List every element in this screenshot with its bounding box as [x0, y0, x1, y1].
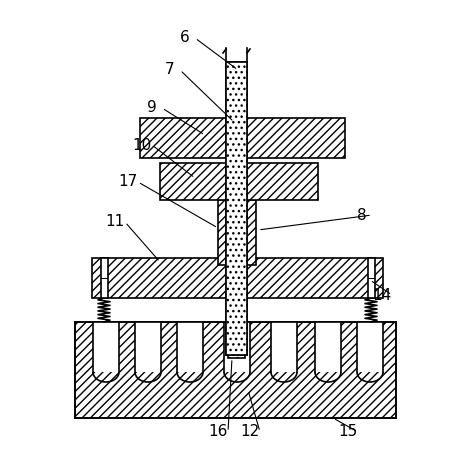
Bar [140, 118, 345, 158]
Bar [357, 322, 383, 372]
Bar [135, 322, 161, 372]
Text: 6: 6 [180, 31, 190, 46]
Text: 17: 17 [118, 174, 138, 189]
Bar [101, 258, 108, 298]
Bar [218, 200, 256, 265]
Text: 15: 15 [338, 424, 358, 439]
Text: 12: 12 [240, 424, 259, 439]
Bar [226, 62, 247, 355]
Text: 8: 8 [357, 208, 367, 222]
Bar [93, 322, 119, 372]
Bar [92, 258, 383, 298]
Text: 11: 11 [105, 214, 125, 229]
Text: 10: 10 [133, 138, 152, 153]
Bar [228, 295, 245, 358]
Bar [160, 163, 318, 200]
Bar [226, 62, 247, 355]
Text: 14: 14 [372, 287, 392, 302]
Bar [224, 322, 250, 372]
Bar [75, 322, 396, 418]
Bar [315, 322, 341, 372]
Text: 9: 9 [147, 100, 157, 115]
Text: 7: 7 [165, 63, 175, 78]
Bar [177, 322, 203, 372]
Text: 16: 16 [208, 424, 227, 439]
Bar [271, 322, 297, 372]
Bar [368, 258, 375, 298]
